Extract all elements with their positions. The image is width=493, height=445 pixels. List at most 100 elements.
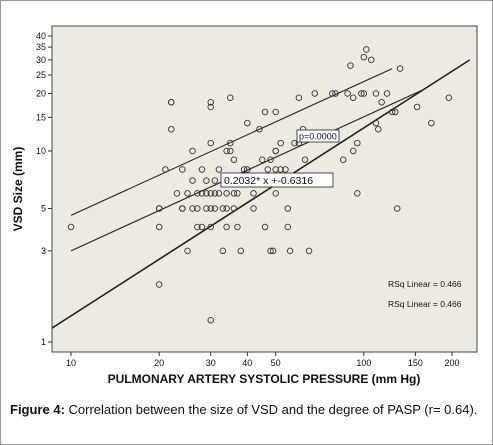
data-point	[223, 190, 230, 197]
data-point	[368, 56, 375, 64]
y-tick-label: 3	[41, 246, 46, 256]
data-point	[211, 177, 219, 184]
data-point	[250, 205, 257, 212]
data-point	[234, 223, 241, 231]
data-point	[329, 90, 336, 97]
data-point	[155, 281, 163, 288]
data-point	[363, 46, 370, 53]
fit-equation-label: 0.2032* x +-0.6316	[224, 175, 313, 187]
data-point	[383, 90, 391, 97]
x-tick-label: 20	[154, 358, 164, 368]
data-point	[305, 247, 313, 255]
data-point	[189, 177, 196, 184]
data-point	[272, 147, 279, 155]
data-point	[344, 90, 351, 97]
data-point	[295, 94, 303, 101]
data-point	[215, 190, 223, 197]
data-point	[207, 190, 214, 197]
data-point	[277, 139, 284, 147]
rsq-annotation-2: RSq Linear = 0.466	[388, 299, 462, 309]
data-point	[291, 139, 298, 147]
fit-line	[52, 59, 471, 330]
data-point	[311, 90, 319, 97]
data-point	[211, 190, 219, 197]
data-point	[203, 205, 210, 212]
data-point	[67, 223, 75, 231]
lower-ci-line	[70, 88, 424, 252]
data-point	[267, 156, 274, 163]
data-point	[207, 103, 214, 111]
x-tick-label: 200	[444, 358, 459, 368]
data-point	[339, 156, 347, 163]
data-point	[332, 90, 339, 97]
data-point	[198, 190, 206, 197]
y-tick-label: 10	[36, 146, 46, 156]
data-point	[259, 156, 266, 163]
data-point	[211, 205, 219, 212]
data-point	[168, 98, 175, 106]
data-point	[284, 205, 292, 212]
data-point	[227, 94, 234, 101]
data-point	[207, 205, 214, 212]
data-point	[194, 190, 201, 197]
data-point	[272, 108, 279, 116]
data-point	[230, 205, 238, 212]
x-axis-label: PULMONARY ARTERY SYSTOLIC PRESSURE (mm H…	[108, 372, 421, 386]
caption-text: Correlation between the size of VSD and …	[64, 402, 478, 417]
data-point	[223, 223, 230, 231]
data-point	[207, 98, 214, 106]
data-point	[250, 190, 257, 197]
data-point	[261, 108, 269, 116]
data-point	[360, 53, 368, 61]
data-point	[189, 205, 196, 212]
y-tick-label: 5	[41, 203, 46, 213]
data-point	[203, 177, 210, 184]
data-point	[194, 205, 201, 212]
y-tick-label: 30	[36, 55, 46, 65]
data-point	[155, 205, 163, 212]
caption-label: Figure 4:	[10, 402, 65, 417]
data-point	[347, 62, 354, 69]
data-point	[286, 247, 294, 255]
data-point	[388, 108, 396, 116]
x-tick-label: 150	[408, 358, 423, 368]
data-point	[413, 103, 421, 111]
y-axis-label: VSD Size (mm)	[11, 147, 25, 232]
data-point	[282, 166, 289, 173]
data-point	[162, 166, 169, 173]
data-point	[244, 166, 251, 173]
data-point	[230, 190, 238, 197]
chart-labels: 0.2032* x +-0.6316 p=0.0000 RSq Linear =…	[11, 129, 462, 386]
x-tick-label: 30	[206, 358, 216, 368]
data-point	[244, 119, 251, 127]
data-point	[391, 108, 399, 116]
y-tick-label: 25	[36, 70, 46, 80]
data-point	[184, 247, 191, 255]
x-tick-label: 10	[66, 358, 76, 368]
data-point	[349, 94, 357, 101]
data-point	[227, 147, 234, 155]
y-tick-label: 15	[36, 112, 46, 122]
data-point	[230, 156, 238, 163]
data-point	[223, 147, 230, 155]
data-point	[428, 119, 435, 127]
fit-equation-box: 0.2032* x +-0.6316	[220, 172, 334, 188]
data-point	[358, 90, 365, 97]
data-point	[349, 147, 357, 155]
data-point	[375, 125, 382, 133]
data-point	[396, 65, 404, 72]
data-point	[261, 223, 269, 231]
data-point	[445, 94, 453, 101]
data-point	[215, 166, 223, 173]
data-point	[378, 98, 385, 106]
data-point	[219, 205, 227, 212]
data-point	[372, 90, 380, 97]
data-point	[198, 166, 206, 173]
p-value-box: p=0.0000	[296, 129, 340, 143]
data-point	[184, 190, 191, 197]
data-point	[360, 90, 368, 97]
data-point	[301, 156, 309, 163]
x-tick-label: 50	[271, 358, 281, 368]
y-tick-label: 35	[36, 42, 46, 52]
